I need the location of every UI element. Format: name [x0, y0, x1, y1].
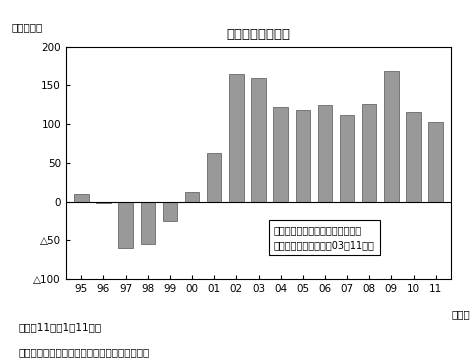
Bar: [185, 192, 199, 202]
Bar: [251, 78, 266, 202]
Bar: [340, 115, 354, 202]
Bar: [229, 74, 243, 202]
Text: （注）11年は1～11月。: （注）11年は1～11月。: [19, 322, 102, 332]
Bar: [362, 104, 376, 202]
Bar: [207, 153, 221, 202]
Bar: [384, 71, 399, 202]
Bar: [163, 202, 177, 221]
Bar: [296, 110, 310, 202]
Title: 貿易収支額の推移: 貿易収支額の推移: [227, 28, 290, 41]
Bar: [429, 122, 443, 202]
Text: （億ドル）: （億ドル）: [12, 23, 43, 33]
Bar: [118, 202, 133, 248]
Text: （年）: （年）: [451, 309, 470, 319]
Bar: [407, 112, 421, 202]
Text: キルチネルおよびフェルナンデス
政権下で黒字を維持（03～11年）: キルチネルおよびフェルナンデス 政権下で黒字を維持（03～11年）: [274, 225, 375, 250]
Bar: [274, 107, 288, 202]
Bar: [74, 194, 88, 202]
Text: （出所）国家統計センサス局の資料を基に作成: （出所）国家統計センサス局の資料を基に作成: [19, 347, 150, 357]
Bar: [96, 202, 110, 203]
Bar: [318, 106, 332, 202]
Bar: [141, 202, 155, 244]
